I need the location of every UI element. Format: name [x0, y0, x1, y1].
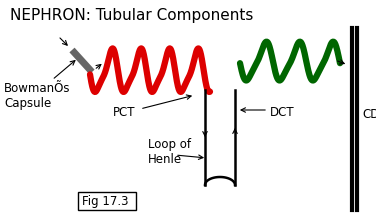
Text: BowmanÕs
Capsule: BowmanÕs Capsule [4, 82, 71, 110]
Text: Fig 17.3: Fig 17.3 [82, 195, 129, 208]
Text: NEPHRON: Tubular Components: NEPHRON: Tubular Components [10, 8, 253, 23]
Text: Loop of
Henle: Loop of Henle [148, 138, 191, 166]
Bar [78, 192, 136, 210]
Text: CD: CD [362, 108, 376, 121]
Text: DCT: DCT [270, 106, 295, 119]
Text: PCT: PCT [113, 106, 135, 119]
